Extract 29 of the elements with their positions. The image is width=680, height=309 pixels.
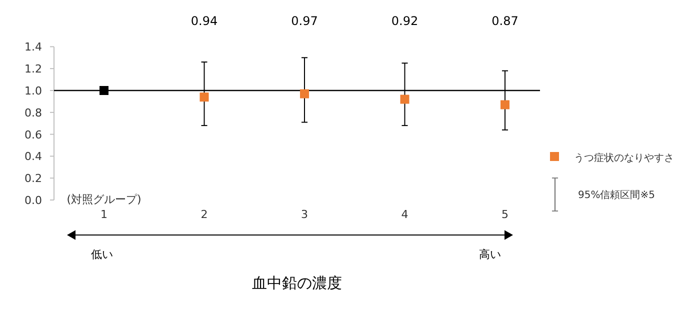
x-tick-label: 4	[401, 208, 408, 221]
point	[300, 89, 309, 98]
y-tick-label: 1.0	[24, 84, 42, 98]
annotation: (対照グループ)	[66, 193, 142, 206]
y-tick-label: 1.2	[24, 62, 42, 76]
y-tick-label: 0.8	[24, 106, 42, 120]
y-tick-label: 0.6	[24, 128, 42, 142]
x-axis-title: 血中鉛の濃度	[252, 274, 342, 292]
y-tick-label: 1.4	[24, 40, 42, 54]
y-tick-label: 0.4	[24, 150, 42, 164]
x-tick-label: 3	[301, 208, 308, 221]
data-label: 0.87	[492, 14, 518, 28]
text: 低い	[91, 248, 113, 261]
legend: うつ症状のなりやすさ	[550, 152, 674, 164]
x-tick-label: 5	[502, 208, 508, 221]
point	[400, 94, 410, 104]
y-tick-label: 0.2	[24, 172, 42, 186]
x-tick-label: 1	[100, 208, 108, 221]
x-tick-label: 2	[200, 208, 208, 221]
point	[100, 86, 108, 95]
y-tick-label: 0.0	[24, 194, 42, 207]
text: 高い	[479, 248, 501, 261]
data-label: 0.97	[291, 14, 318, 28]
text: 95%信頼区間※5	[578, 189, 655, 201]
data-label: 0.92	[391, 14, 418, 28]
point	[200, 92, 209, 102]
point	[500, 100, 510, 110]
legend-label: うつ症状のなりやすさ	[574, 152, 674, 164]
data-label: 0.94	[190, 14, 218, 28]
